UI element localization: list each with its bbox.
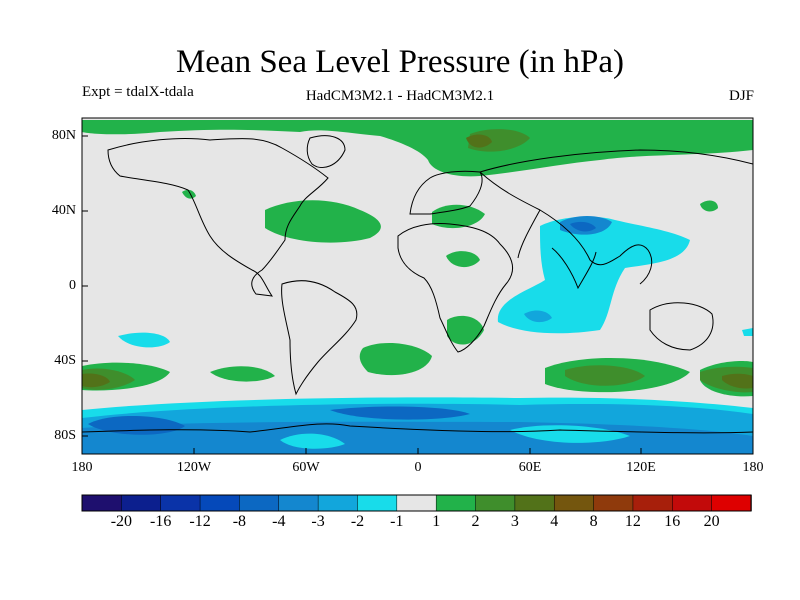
tibet-dark-blue — [570, 221, 596, 232]
colorbar-swatch — [435, 494, 477, 512]
australia-coast — [649, 302, 714, 351]
sh-cyan-patch-pacific — [118, 332, 170, 348]
colorbar-swatch — [514, 494, 555, 512]
lon-tick-label: 60E — [518, 460, 542, 475]
lat-tick-label: 40N — [51, 203, 76, 218]
lat-tick-label: 0 — [69, 278, 76, 293]
colorbar-label: 8 — [589, 513, 598, 530]
lon-tick-label: 0 — [414, 460, 422, 475]
experiment-label: Expt = tdalX-tdala — [82, 84, 194, 100]
lon-tick-label: 180 — [71, 460, 93, 475]
colorbar-label: -16 — [150, 513, 172, 530]
lon-tick-label: 120W — [176, 460, 212, 475]
colorbar-label: -4 — [272, 513, 286, 530]
colorbar-swatch — [593, 494, 634, 512]
colorbar-swatch — [199, 494, 241, 512]
north-africa-green — [446, 251, 480, 268]
colorbar-label: -20 — [110, 513, 133, 530]
africa-coast — [397, 223, 514, 353]
southern-ocean-cyan-patch-2 — [510, 425, 630, 443]
lat-tick-label: 80S — [54, 428, 76, 443]
alaska-pacific-green — [182, 189, 196, 199]
colorbar-swatch — [81, 494, 123, 512]
north-america-coast — [107, 137, 329, 297]
sh-green-band-pacific — [210, 366, 275, 382]
axis-ticks — [81, 135, 754, 454]
colorbar-swatch — [711, 494, 752, 512]
greenland-coast — [306, 135, 346, 168]
colorbar-label: 1 — [432, 513, 441, 530]
lat-tick-label: 40S — [54, 353, 76, 368]
colorbar-swatch — [357, 494, 398, 512]
colorbar-swatch — [672, 494, 713, 512]
colorbar-label: 20 — [703, 513, 720, 530]
colorbar-label: 12 — [624, 513, 641, 530]
colorbar-label: -8 — [232, 513, 247, 530]
colorbar-swatch — [278, 494, 319, 512]
page-title: Mean Sea Level Pressure (in hPa) — [175, 44, 625, 80]
lon-tick-label: 180 — [742, 460, 764, 475]
colorbar-label: 16 — [664, 513, 681, 530]
south-africa-green — [447, 315, 484, 345]
indian-ocean-blue-patch — [524, 310, 552, 323]
colorbar-swatch — [396, 494, 437, 512]
east-pacific-cyan — [742, 328, 753, 336]
sh-olive-west — [82, 373, 110, 388]
colorbar-swatch — [553, 494, 595, 512]
colorbar-swatch — [239, 494, 280, 512]
arctic-green — [82, 120, 753, 177]
colorbar-swatch — [475, 494, 516, 512]
southern-ocean-dark-blue-2 — [330, 406, 470, 420]
lon-tick-label: 120E — [626, 460, 656, 475]
models-label: HadCM3M2.1 - HadCM3M2.1 — [305, 88, 495, 104]
sh-olive-east — [722, 373, 753, 389]
colorbar-swatch — [121, 494, 162, 512]
south-america-coast — [281, 280, 358, 396]
colorbar — [81, 494, 752, 512]
colorbar-label: 3 — [510, 513, 519, 530]
colorbar-label: -2 — [350, 513, 365, 530]
mediterranean-green — [432, 204, 485, 229]
arctic-olive — [466, 134, 492, 148]
eurasia-coast — [479, 149, 753, 285]
sh-dark-green-indian — [565, 365, 645, 386]
season-label: DJF — [728, 88, 754, 104]
southern-ocean-cyan-patch-1 — [280, 433, 345, 449]
antarctica-coast — [82, 423, 753, 434]
colorbar-label: -1 — [390, 513, 404, 530]
pressure-anomaly-fields — [82, 120, 753, 454]
lon-tick-label: 60W — [292, 460, 320, 475]
colorbar-swatch — [317, 494, 359, 512]
colorbar-label: -12 — [189, 513, 211, 530]
colorbar-label: -3 — [311, 513, 325, 530]
colorbar-label: 4 — [550, 513, 559, 530]
colorbar-label: 2 — [471, 513, 480, 530]
colorbar-swatch — [160, 494, 201, 512]
lat-tick-label: 80N — [51, 128, 76, 143]
west-pacific-green — [700, 200, 718, 212]
north-atlantic-green — [265, 200, 381, 243]
colorbar-swatch — [632, 494, 674, 512]
colorbar-frame — [81, 494, 752, 512]
coastlines — [82, 135, 753, 434]
india-coast — [551, 247, 597, 290]
sh-green-band-atlantic — [359, 342, 432, 376]
